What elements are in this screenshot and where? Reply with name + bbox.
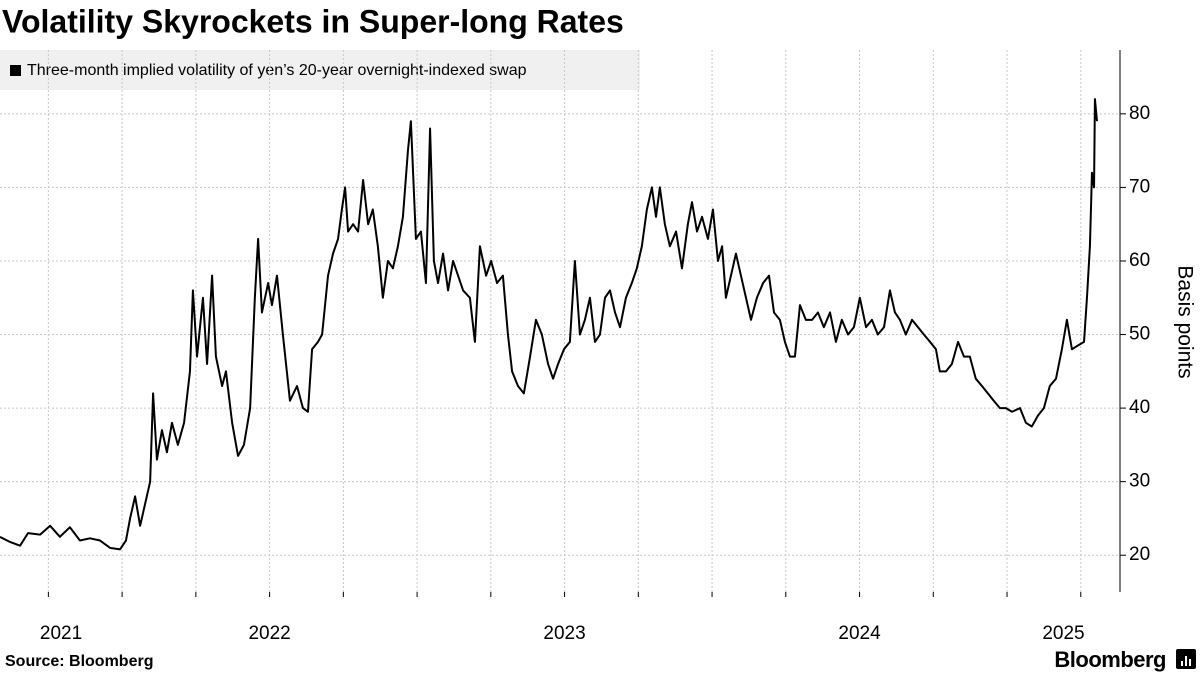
chart-title: Volatility Skyrockets in Super-long Rate… xyxy=(2,3,624,39)
grid xyxy=(0,50,1120,597)
y-axis-label: Basis points xyxy=(1173,265,1196,378)
legend-label: Three-month implied volatility of yen’s … xyxy=(27,62,527,79)
logo-icon-bar xyxy=(1185,656,1187,666)
y-tick-label: 80 xyxy=(1129,103,1150,124)
y-tick-label: 20 xyxy=(1129,544,1150,565)
y-tick-label: 70 xyxy=(1129,176,1150,197)
logo: Bloomberg xyxy=(1054,647,1166,672)
legend-background xyxy=(0,50,640,90)
y-tick-label: 30 xyxy=(1129,471,1150,492)
x-tick-label: 2024 xyxy=(838,623,881,644)
legend: Three-month implied volatility of yen’s … xyxy=(0,50,640,90)
x-tick-label: 2025 xyxy=(1042,623,1084,644)
y-tick-label: 50 xyxy=(1129,324,1150,345)
y-tick-label: 60 xyxy=(1129,250,1150,271)
x-tick-label: 2021 xyxy=(40,623,82,644)
x-tick-label: 2023 xyxy=(543,623,585,644)
x-tick-label: 2022 xyxy=(248,623,290,644)
logo-icon-bar xyxy=(1189,659,1191,666)
line xyxy=(0,98,1098,551)
source: Source: Bloomberg xyxy=(5,653,153,670)
y-tick-label: 40 xyxy=(1129,397,1150,418)
logo-icon-bar xyxy=(1181,661,1183,666)
legend-swatch xyxy=(10,65,21,76)
